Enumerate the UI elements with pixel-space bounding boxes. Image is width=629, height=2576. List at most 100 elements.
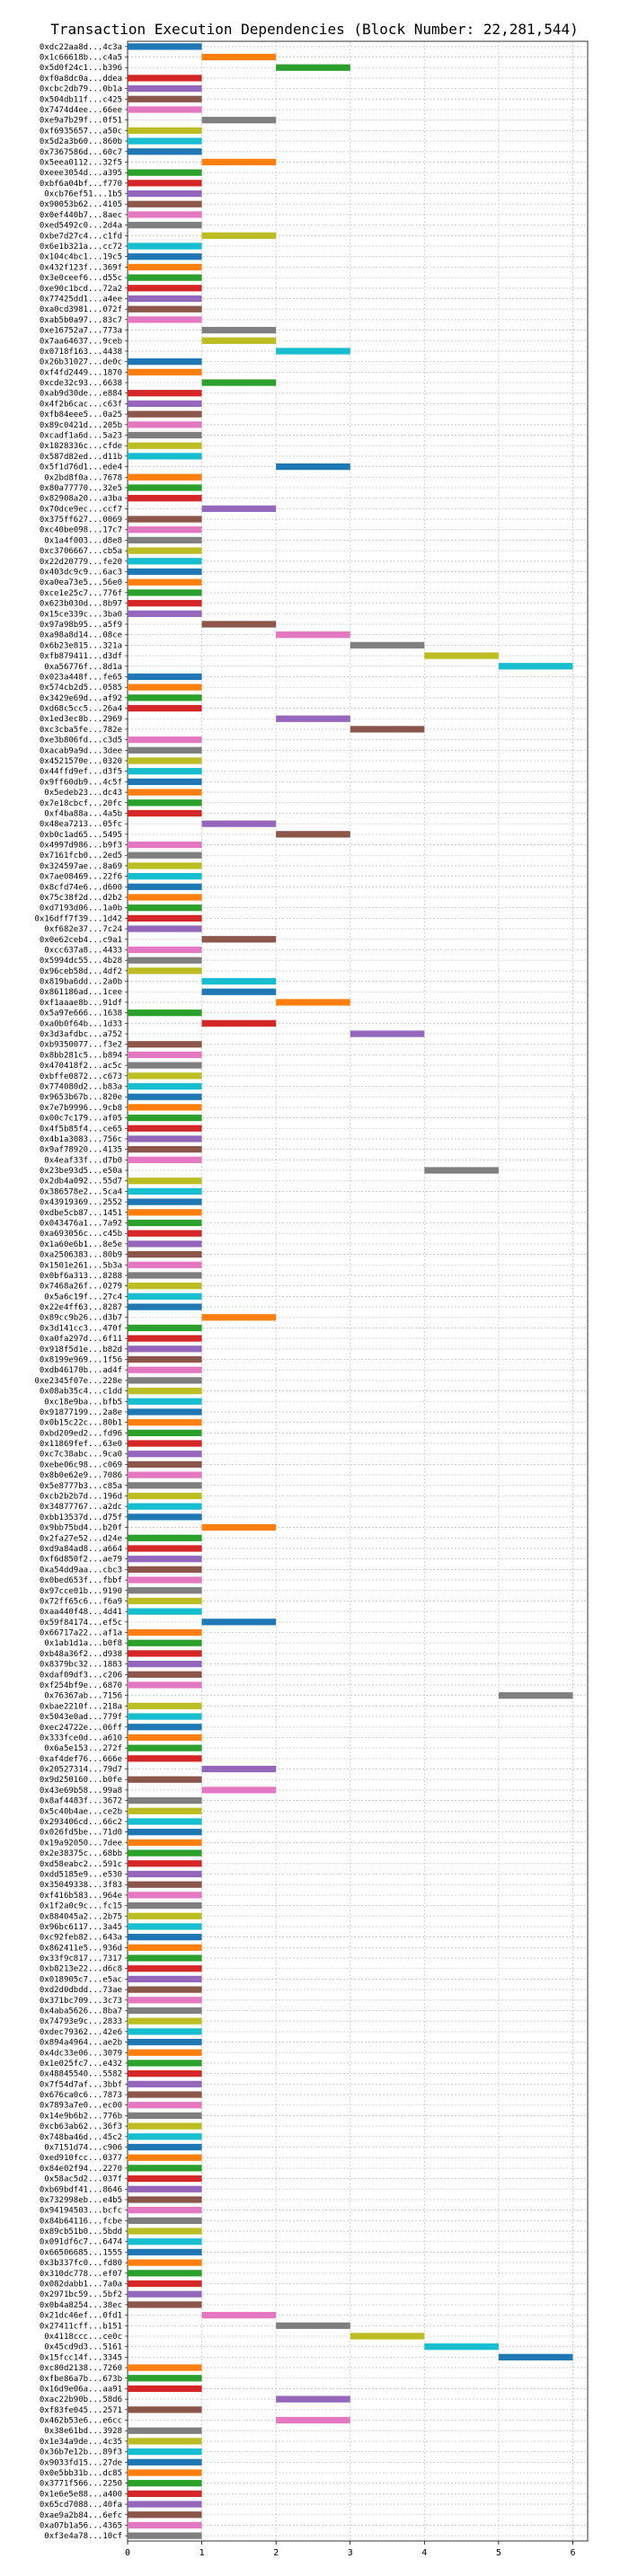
tx-bar	[128, 1272, 202, 1279]
tx-bar	[128, 1471, 202, 1478]
tx-bar	[128, 1303, 202, 1310]
tx-label: 0x7151d74...c906	[44, 2144, 122, 2153]
tx-bar	[128, 1986, 202, 1993]
tx-label: 0xbf6a04bf...f770	[40, 180, 122, 189]
tx-bar	[350, 641, 425, 648]
tx-bar	[128, 1829, 202, 1836]
x-tick-labels: 0 1 2 3 4 5 6	[125, 2548, 576, 2558]
tx-label: 0x7aa64637...9ceb	[40, 337, 122, 346]
tx-bar	[128, 547, 202, 554]
tx-label: 0x310dc778...ef07	[40, 2270, 122, 2279]
tx-bar	[128, 1975, 202, 1983]
tx-bar	[128, 1681, 202, 1689]
tx-label: 0x08ab35c4...c1dd	[40, 1388, 122, 1397]
tx-label: 0x023a448f...fe65	[40, 673, 122, 682]
tx-label: 0x22d20779...fe20	[40, 558, 122, 567]
tx-label: 0x84e02f94...2270	[40, 2165, 122, 2174]
tx-label: 0xc80d2138...7260	[40, 2364, 122, 2373]
tx-label: 0xacab9a9d...3dee	[40, 746, 122, 755]
tx-bar	[128, 673, 202, 681]
grid-layer	[127, 41, 588, 2541]
tx-label: 0x9bb75bd4...b20f	[40, 1524, 122, 1533]
tx-label: 0x504db11f...c425	[40, 95, 122, 104]
tx-label: 0x21dc46ef...0fd1	[40, 2312, 122, 2321]
tx-label: 0x58ac5d2...037f	[44, 2175, 122, 2184]
tx-label: 0x23be93d5...e50a	[40, 1167, 122, 1176]
axis-layer	[125, 40, 589, 2545]
tx-bar	[201, 53, 277, 61]
tx-bar	[276, 2416, 350, 2424]
tx-bar	[128, 568, 202, 576]
tx-label: 0x676ca0c6...7873	[40, 2091, 122, 2100]
tx-label: 0xd7193d06...1a0b	[40, 904, 122, 913]
tx-bar	[128, 137, 202, 145]
y-tick-labels: 0xdc22aa8d...4c3a 0x1c66618b...c4a50x5d0f…	[34, 43, 122, 2541]
tx-bar	[128, 106, 202, 113]
tx-bar	[128, 1292, 202, 1300]
tx-label: 0xb0c1ad65...5495	[40, 831, 122, 840]
tx-bar	[128, 2290, 202, 2298]
tx-bar	[128, 2207, 202, 2214]
tx-bar	[201, 158, 277, 166]
tx-bar	[128, 75, 202, 82]
tx-bar	[128, 809, 202, 817]
tx-label: 0x3d141cc3...470f	[40, 1324, 122, 1333]
tx-label: 0x0bed653f...fbbf	[40, 1576, 122, 1585]
tx-label: 0x894a4964...ae2b	[40, 2039, 122, 2048]
tx-bar	[424, 652, 499, 659]
tx-bar	[128, 1010, 202, 1017]
tx-label: 0xe90c1bcd...72a2	[40, 285, 122, 294]
tx-bar	[128, 368, 202, 375]
tx-bar	[128, 1419, 202, 1426]
tx-bar	[128, 2521, 202, 2529]
tx-bar	[128, 914, 202, 922]
tx-label: 0x66506685...1555	[40, 2248, 122, 2257]
tx-bar	[128, 1114, 202, 1122]
x-tick-label: 4	[421, 2548, 427, 2558]
tx-bar	[128, 2375, 202, 2382]
tx-bar	[128, 1355, 202, 1363]
x-tick-label: 0	[125, 2548, 130, 2558]
tx-bar	[128, 1408, 202, 1416]
tx-label: 0xfb879411...d3df	[40, 652, 122, 661]
tx-label: 0x96bc6117...3a45	[40, 1923, 122, 1932]
tx-label: 0xc3706667...cb5a	[40, 547, 122, 556]
tx-bar	[424, 2343, 499, 2351]
tx-label: 0x1a4f003...d8e8	[44, 536, 122, 545]
tx-bar	[128, 2133, 202, 2140]
tx-bar	[201, 988, 277, 995]
chart-title: Transaction Execution Dependencies (Bloc…	[50, 21, 579, 38]
tx-label: 0x862411e5...936d	[40, 1944, 122, 1953]
tx-label: 0x1828336c...cfde	[40, 442, 122, 451]
tx-bar	[128, 2196, 202, 2203]
tx-bar	[128, 2270, 202, 2277]
tx-bar	[128, 2217, 202, 2224]
tx-label: 0x15ce339c...3ba0	[40, 610, 122, 619]
tx-bar	[128, 169, 202, 176]
tx-label: 0xe3b806fd...c3d5	[40, 737, 122, 745]
tx-label: 0x3771f566...2250	[40, 2480, 122, 2489]
tx-bar	[128, 862, 202, 869]
tx-bar	[128, 1178, 202, 1185]
tx-bar	[498, 1692, 573, 1699]
tx-bar	[128, 2228, 202, 2235]
tx-label: 0xfbe86a7b...673b	[40, 2375, 122, 2384]
tx-bar	[128, 400, 202, 408]
tx-label: 0x14e9b6b2...776b	[40, 2112, 122, 2121]
tx-label: 0xa54dd9aa...cbc3	[40, 1566, 122, 1575]
tx-label: 0xcde32c93...6638	[40, 379, 122, 388]
tx-bar	[128, 2501, 202, 2508]
tx-label: 0x89cc9b26...d3b7	[40, 1314, 122, 1323]
tx-label: 0xd2d0dbdd...73ae	[40, 1986, 122, 1995]
tx-label: 0x0e62ceb4...c9a1	[40, 936, 122, 945]
tx-bar	[128, 1093, 202, 1100]
tx-bar	[128, 316, 202, 323]
tx-bar	[128, 1209, 202, 1216]
tx-bar	[128, 1062, 202, 1069]
tx-label: 0x732998eb...e4b5	[40, 2196, 122, 2205]
tx-label: 0x94194503...bcfc	[40, 2207, 122, 2216]
tx-bar	[201, 1523, 277, 1531]
tx-label: 0x4997d986...b9f3	[40, 842, 122, 851]
tx-bar	[128, 1261, 202, 1268]
tx-bar	[128, 1818, 202, 1825]
